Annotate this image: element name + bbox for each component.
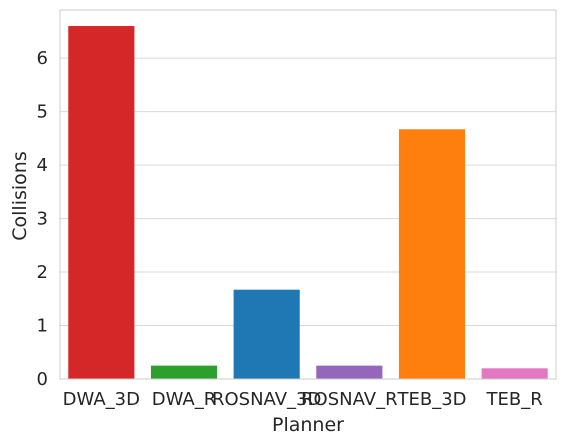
y-tick-label: 2 — [37, 262, 48, 283]
y-tick-label: 6 — [37, 48, 48, 69]
x-tick-label: DWA_3D — [63, 389, 140, 410]
x-tick-label: ROSNAV_R — [301, 389, 398, 410]
bar-rosnav-r — [316, 365, 383, 379]
y-tick-label: 3 — [37, 209, 48, 230]
x-tick-label: DWA_R — [152, 389, 217, 410]
bar-dwa-r — [150, 365, 218, 379]
grid-lines — [60, 57, 556, 380]
bars — [68, 26, 548, 379]
y-tick-label: 0 — [37, 369, 48, 390]
y-axis-label: Collisions — [9, 151, 31, 240]
plot-frame — [59, 9, 557, 380]
x-tick-label: TEB_R — [486, 389, 543, 410]
bar-teb-r — [481, 368, 548, 379]
bar-teb-3d — [398, 129, 466, 379]
y-tick-label: 4 — [37, 155, 48, 176]
bar-rosnav-3d — [233, 289, 300, 379]
y-tick-label: 1 — [37, 316, 48, 337]
y-tick-label: 5 — [37, 102, 48, 123]
x-axis-label: Planner — [272, 414, 344, 436]
bar-dwa-3d — [68, 26, 135, 379]
x-tick-label: ROSNAV_3D — [212, 389, 321, 410]
x-tick-label: TEB_3D — [396, 389, 466, 410]
y-tick-labels: 0 1 2 3 4 5 6 — [37, 48, 48, 390]
